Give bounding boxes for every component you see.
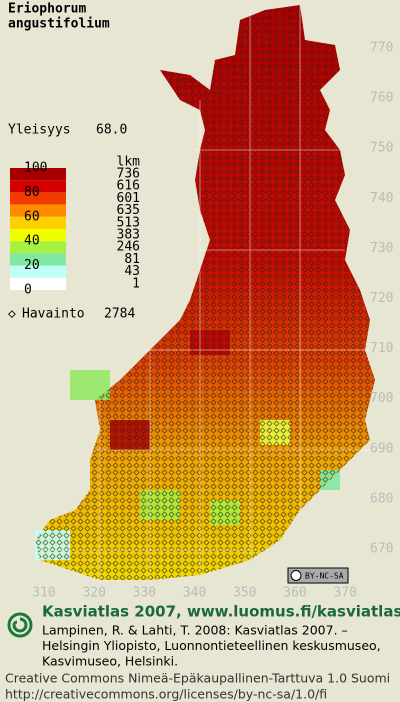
citation-line: Lampinen, R. & Lahti, T. 2008: Kasviatla…: [42, 623, 348, 638]
citation-line: Kasvimuseo, Helsinki.: [42, 654, 178, 669]
legend-count: 736: [117, 167, 140, 182]
legend-scale-label: 40: [24, 234, 40, 249]
legend-count: 513: [117, 215, 140, 230]
observation-label: Havainto: [22, 307, 85, 322]
y-coordinate-label: 720: [370, 291, 393, 306]
y-coordinate-label: 710: [370, 341, 393, 356]
license-line: http://creativecommons.org/licenses/by-n…: [5, 687, 327, 702]
x-coordinate-label: 330: [133, 586, 156, 601]
legend-scale-label: 60: [24, 209, 40, 224]
frequency-value: 68.0: [96, 123, 127, 138]
legend-swatch: [10, 241, 66, 254]
x-coordinate-label: 320: [82, 586, 105, 601]
map: [35, 5, 375, 580]
license-badge: BY-NC-SA: [287, 567, 349, 584]
y-coordinate-label: 700: [370, 391, 393, 406]
legend-swatch: [10, 168, 66, 181]
legend-scale-label: 20: [24, 258, 40, 273]
legend-scale-label: 80: [24, 185, 40, 200]
y-coordinate-label: 690: [370, 441, 393, 456]
species-title: angustifolium: [8, 17, 110, 32]
citation-line: Helsingin Yliopisto, Luonnontieteellinen…: [42, 638, 381, 653]
legend-count: 383: [117, 228, 140, 243]
legend-count: 43: [124, 264, 140, 279]
species-title: Eriophorum: [8, 2, 86, 17]
y-coordinate-label: 670: [370, 542, 393, 557]
observation-dots: [35, 5, 375, 580]
legend-swatch: [10, 265, 66, 278]
count-header: lkm: [117, 155, 141, 170]
legend-swatch: [10, 229, 66, 242]
logo: [7, 612, 33, 638]
map-grid: [40, 5, 370, 580]
observation-marker: ◇: [8, 307, 16, 322]
legend-count: 81: [124, 252, 140, 267]
x-coordinate-label: 370: [333, 586, 356, 601]
legend-count: 1: [132, 276, 140, 291]
x-coordinate-label: 310: [32, 586, 55, 601]
frequency-label: Yleisyys: [8, 123, 71, 138]
legend-count: 635: [117, 203, 140, 218]
y-coordinate-label: 750: [370, 141, 393, 156]
license-line: Creative Commons Nimeä-Epäkaupallinen-Ta…: [5, 671, 390, 686]
legend-count: 616: [117, 179, 140, 194]
y-coordinate-label: 730: [370, 241, 393, 256]
legend-count: 246: [117, 240, 140, 255]
legend-scale-label: 100: [24, 161, 47, 176]
legend-swatch: [10, 253, 66, 266]
license-badge-text: BY-NC-SA: [305, 572, 344, 581]
observation-value: 2784: [104, 307, 135, 322]
footer-title: Kasviatlas 2007, www.luomus.fi/kasviatla…: [42, 603, 400, 621]
legend-swatch: [10, 277, 66, 290]
legend-swatch: [10, 204, 66, 217]
legend-swatch: [10, 180, 66, 193]
legend-swatch: [10, 216, 66, 229]
x-coordinate-label: 360: [283, 586, 306, 601]
legend-scale-label: 0: [24, 283, 32, 298]
legend-swatch: [10, 192, 66, 205]
y-coordinate-label: 680: [370, 491, 393, 506]
legend-count: 601: [117, 191, 140, 206]
x-coordinate-label: 350: [233, 586, 256, 601]
x-coordinate-label: 340: [183, 586, 206, 601]
y-coordinate-label: 770: [370, 41, 393, 56]
y-coordinate-label: 760: [370, 91, 393, 106]
y-coordinate-label: 740: [370, 191, 393, 206]
